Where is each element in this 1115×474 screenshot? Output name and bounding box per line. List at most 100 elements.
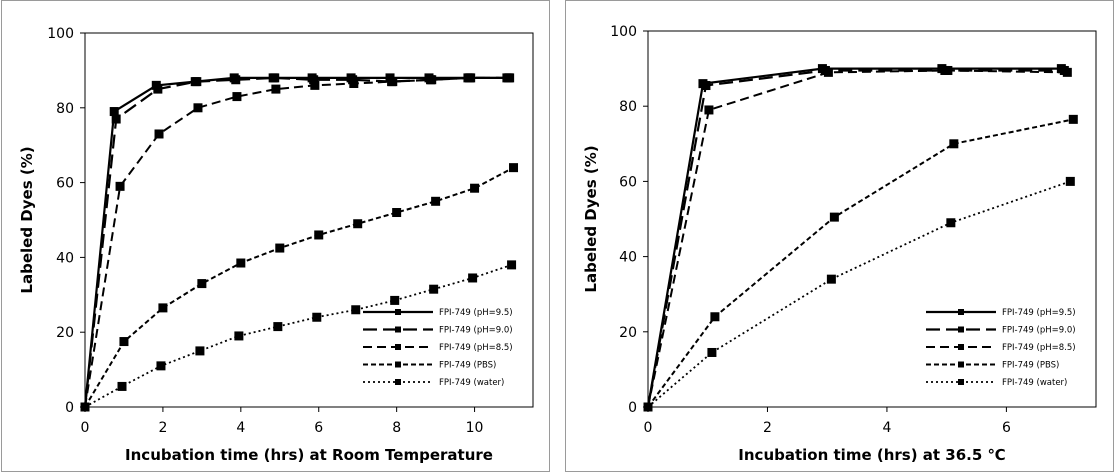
chart-1-legend-label: FPI-749 (pH=9.0) xyxy=(1002,326,1076,336)
chart-1-legend-item: FPI-749 (water) xyxy=(926,378,1067,388)
chart-1-x-axis-title: Incubation time (hrs) at 36.5 ℃ xyxy=(738,446,1005,464)
chart-1-data-point xyxy=(1065,176,1075,186)
chart-1-y-tick-label: 60 xyxy=(619,174,637,190)
chart-1-legend-label: FPI-749 (pH=9.5) xyxy=(1002,308,1076,318)
chart-0-data-point xyxy=(117,381,127,391)
chart-0-y-tick-label: 80 xyxy=(56,101,74,117)
chart-0-data-point xyxy=(275,243,285,253)
chart-0-plot-frame xyxy=(84,32,534,408)
chart-0-data-point xyxy=(154,129,164,139)
chart-0-legend-item: FPI-749 (pH=9.0) xyxy=(363,326,513,336)
chart-0-legend-item: FPI-749 (pH=8.5) xyxy=(363,343,513,353)
chart-0-data-point xyxy=(232,92,242,102)
chart-1-data-point xyxy=(946,218,956,228)
chart-1-x-tick-label: 6 xyxy=(1002,420,1011,436)
chart-0-legend-marker xyxy=(395,309,401,315)
chart-0-y-tick-label: 20 xyxy=(56,325,74,341)
chart-0-data-point xyxy=(270,73,280,83)
chart-0-legend-marker xyxy=(395,326,401,333)
chart-0-data-point xyxy=(392,208,402,218)
chart-0-x-axis-title: Incubation time (hrs) at Room Temperatur… xyxy=(125,446,493,464)
chart-0-data-point xyxy=(109,107,119,117)
chart-1-data-point xyxy=(710,312,720,322)
chart-1-legend-marker xyxy=(958,344,964,350)
chart-0-y-axis-title: Labeled Dyes (%) xyxy=(18,146,36,293)
chart-0-data-point xyxy=(507,260,517,270)
chart-0-x-tick-label: 4 xyxy=(236,420,245,436)
chart-0-data-point xyxy=(119,337,129,347)
chart-0-data-point xyxy=(310,80,320,90)
chart-0-legend-label: FPI-749 (PBS) xyxy=(439,361,496,371)
chart-0-data-point xyxy=(115,181,125,191)
chart-1-legend-marker xyxy=(958,309,964,315)
chart-0-x-tick-label: 0 xyxy=(81,420,90,436)
chart-0-data-point xyxy=(192,77,202,87)
chart-0-y-tick-label: 60 xyxy=(56,176,74,192)
chart-0-data-point xyxy=(468,273,478,283)
chart-0-y-tick-label: 40 xyxy=(56,250,74,266)
chart-0-data-point xyxy=(470,183,480,193)
chart-1-legend-label: FPI-749 (water) xyxy=(1002,378,1067,388)
chart-1-y-tick-label: 0 xyxy=(628,400,637,416)
chart-1-legend: FPI-749 (pH=9.5) FPI-749 (pH=9.0) FPI-749 … xyxy=(926,308,1076,388)
chart-1-data-point xyxy=(823,67,833,77)
chart-0-data-point xyxy=(309,75,319,85)
chart-1-series-line xyxy=(647,180,1071,408)
chart-0-x-tick-label: 6 xyxy=(314,420,323,436)
chart-1-legend-label: FPI-749 (pH=8.5) xyxy=(1002,343,1076,353)
chart-room-temperature: 0 20 40 60 80 100 0 2 4 6 8 10 Incubation time (hrs)… xyxy=(18,26,534,464)
chart-1-data-point xyxy=(704,105,714,115)
chart-0-data-point xyxy=(390,295,400,305)
chart-0-data-point xyxy=(312,312,322,322)
chart-1-legend-marker xyxy=(958,379,964,385)
chart-panel-room-temperature: 0 20 40 60 80 100 0 2 4 6 8 10 Incubation time (hrs)… xyxy=(1,0,550,472)
chart-1-data-point xyxy=(707,347,717,357)
chart-0-series-2 xyxy=(80,73,515,412)
chart-0-data-point xyxy=(111,114,121,124)
chart-1-data-point xyxy=(943,65,953,75)
chart-1-x-tick-label: 2 xyxy=(763,420,772,436)
chart-0-data-point xyxy=(271,84,281,94)
chart-0-series-line xyxy=(84,76,510,408)
chart-0-data-point xyxy=(153,84,163,94)
chart-0-data-point xyxy=(427,75,437,85)
chart-0-data-point xyxy=(156,361,166,371)
chart-0-data-point xyxy=(353,219,363,229)
chart-0-legend-marker xyxy=(395,361,401,368)
chart-0-legend-item: FPI-749 (PBS) xyxy=(363,361,496,371)
chart-1-data-point xyxy=(829,212,839,222)
chart-panel-36-5c: 0 20 40 60 80 100 0 2 4 6 Incubation time (hrs) at… xyxy=(565,0,1114,472)
chart-1-series-4 xyxy=(643,176,1075,412)
chart-1-plot-frame xyxy=(647,30,1097,408)
chart-1-legend-marker xyxy=(958,361,964,368)
chart-1-data-point xyxy=(701,81,711,91)
chart-0-data-point xyxy=(197,279,207,289)
chart-0-y-tick-label: 0 xyxy=(65,400,74,416)
chart-0-data-point xyxy=(388,77,398,87)
chart-1-data-point xyxy=(1068,114,1078,124)
chart-1-y-tick-label: 20 xyxy=(619,325,637,341)
chart-0-data-point xyxy=(509,163,519,173)
chart-0-data-point xyxy=(195,346,205,356)
chart-0-x-tick-label: 8 xyxy=(392,420,401,436)
chart-0-data-point xyxy=(231,75,241,85)
chart-0-legend-label: FPI-749 (pH=9.0) xyxy=(439,326,513,336)
chart-0-data-point xyxy=(431,196,441,206)
chart-0-data-point xyxy=(234,331,244,341)
chart-0-data-point xyxy=(505,73,515,83)
chart-0-x-tick-label: 10 xyxy=(466,420,484,436)
chart-36-5c: 0 20 40 60 80 100 0 2 4 6 Incubation time (hrs) at… xyxy=(582,24,1097,464)
chart-0-series-3 xyxy=(80,163,519,412)
chart-1-y-axis-title: Labeled Dyes (%) xyxy=(582,145,600,292)
chart-0-data-point xyxy=(193,103,203,113)
chart-1-legend-item: FPI-749 (pH=8.5) xyxy=(926,343,1076,353)
chart-0-series-line xyxy=(83,76,509,408)
chart-1-data-point xyxy=(826,274,836,284)
chart-1-x-tick-label: 4 xyxy=(882,420,891,436)
chart-0-data-point xyxy=(236,258,246,268)
chart-0-legend-item: FPI-749 (water) xyxy=(363,378,504,388)
chart-1-legend-label: FPI-749 (PBS) xyxy=(1002,361,1059,371)
chart-1-data-point xyxy=(1062,67,1072,77)
chart-0-data-point xyxy=(429,284,439,294)
chart-1-legend-item: FPI-749 (pH=9.5) xyxy=(926,308,1076,318)
